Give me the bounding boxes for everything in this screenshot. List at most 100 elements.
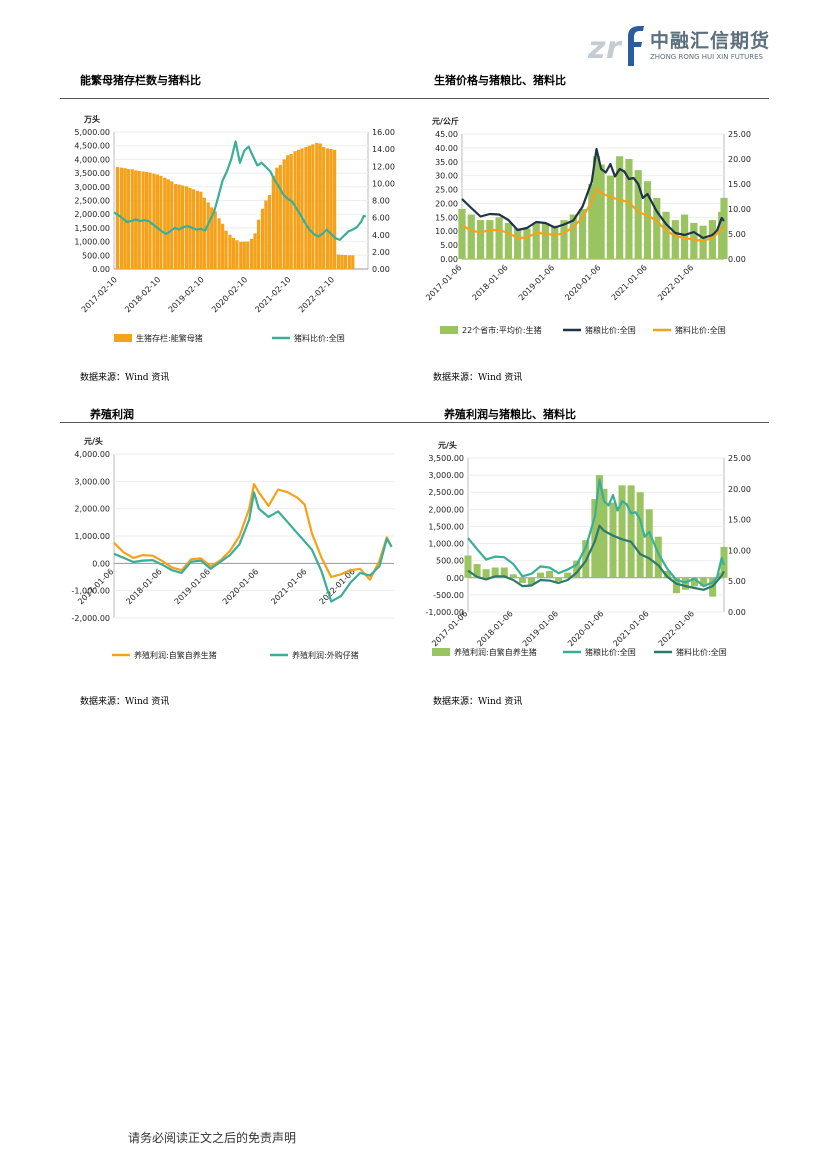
bar-0 (347, 255, 351, 269)
bar-0 (166, 179, 170, 269)
footer-disclaimer: 请务必阅读正文之后的免责声明 (128, 1131, 297, 1145)
zrf-logo-icon: z r (588, 26, 644, 66)
bar-0 (264, 200, 268, 269)
y-tick-label-right: 8.00 (372, 197, 390, 206)
bar-0 (672, 577, 680, 594)
x-tick-label: 2021-01-06 (611, 609, 650, 648)
y-tick-label-left: 20.00 (435, 199, 458, 208)
y-tick-label-left: 1,500.00 (74, 224, 110, 233)
bar-0 (228, 234, 232, 269)
bar-0 (296, 149, 301, 269)
y-tick-label-left: -2,000.00 (71, 614, 110, 623)
chart-breeding-profit: 4,000.00 3,000.00 2,000.00 1,000.00 0.00 -1,0… (71, 436, 394, 660)
bar-0 (592, 156, 601, 259)
bar-0 (253, 233, 257, 269)
bar-0 (304, 147, 308, 269)
bar-0 (536, 572, 545, 578)
y-tick-label-left: 5.00 (440, 241, 458, 250)
y-tick-label-right: 15.00 (728, 180, 751, 189)
svg-text:z: z (588, 31, 606, 66)
bar-0 (184, 186, 189, 269)
bar-0 (625, 159, 633, 259)
source-note-4: 数据来源：Wind 资讯 (433, 697, 523, 707)
bar-0 (177, 184, 181, 269)
bar-0 (115, 167, 120, 269)
bar-0 (325, 148, 330, 269)
bar-0 (555, 577, 563, 582)
source-note-3: 数据来源：Wind 资讯 (80, 697, 170, 707)
y-tick-label-left: 25.00 (435, 186, 458, 195)
x-tick-label: 2019-01-06 (521, 609, 560, 648)
legend-swatch-0 (114, 334, 132, 342)
bar-0 (663, 570, 671, 578)
section-title-profit-ratios: 养殖利润与猪粮比、猪料比 (444, 408, 576, 421)
y-tick-label-left: 10.00 (435, 227, 458, 236)
bar-0 (514, 228, 522, 259)
bar-0 (246, 241, 250, 269)
source-note-1: 数据来源：Wind 资讯 (80, 373, 170, 383)
y-tick-label-left: 2,500.00 (428, 488, 464, 497)
y-tick-label-left: 30.00 (435, 172, 458, 181)
y-tick-label-left: 0.00 (92, 559, 110, 568)
y-tick-label-left: 3,000.00 (74, 183, 110, 192)
bar-0 (152, 173, 156, 269)
bar-0 (202, 197, 206, 269)
y-axis-unit: 元/头 (84, 436, 103, 446)
series-line-2 (461, 187, 725, 243)
legend-label-1: 猪粮比价:全国 (585, 325, 636, 335)
bar-0 (311, 144, 315, 269)
bar-0 (300, 148, 304, 269)
bar-0 (170, 181, 174, 269)
bar-0 (560, 220, 568, 259)
bar-0 (634, 170, 642, 259)
y-tick-label-right: 0.00 (728, 255, 746, 264)
bar-0 (597, 164, 605, 259)
bar-0 (662, 211, 670, 259)
chart-profit-ratios: 3,500.00 3,000.00 2,500.00 2,000.00 1,500.00… (425, 440, 750, 657)
legend-label-0: 养殖利润:自繁自养生猪 (454, 647, 537, 657)
bar-0 (199, 191, 203, 269)
bar-0 (606, 175, 614, 259)
series-line-1 (461, 147, 725, 240)
y-tick-label-right: 0.00 (372, 265, 390, 274)
x-tick-label: 2020-01-06 (563, 263, 602, 302)
y-tick-label-left: 1,500.00 (428, 522, 464, 531)
bar-0 (271, 175, 275, 269)
bar-0 (307, 145, 312, 269)
bar-0 (720, 197, 728, 259)
bar-0 (643, 181, 652, 259)
y-tick-label-left: 500.00 (436, 557, 464, 566)
bar-0 (509, 574, 517, 578)
bar-0 (573, 560, 581, 578)
x-tick-label: 2019-01-06 (517, 263, 556, 302)
bar-0 (329, 148, 333, 269)
bar-0 (500, 567, 508, 578)
y-tick-label-left: 3,500.00 (74, 169, 110, 178)
bar-0 (618, 485, 626, 578)
bar-0 (609, 502, 617, 578)
bar-0 (318, 143, 322, 269)
x-tick-label: 2020-01-06 (221, 567, 260, 606)
bar-0 (691, 577, 699, 587)
bar-0 (217, 218, 221, 269)
bar-0 (286, 155, 290, 269)
y-tick-label-left: 4,500.00 (74, 142, 110, 151)
bar-0 (600, 488, 608, 578)
y-tick-label-left: 0.00 (440, 255, 458, 264)
x-tick-label: 2017-01-06 (424, 263, 463, 302)
x-tick-label: 2020-01-06 (566, 609, 605, 648)
bar-0 (242, 241, 246, 269)
series-line-0 (113, 482, 393, 581)
source-note-2: 数据来源：Wind 资讯 (433, 373, 523, 383)
bar-0 (210, 207, 214, 269)
bar-0 (532, 222, 540, 259)
bar-0 (174, 184, 178, 269)
legend-label-0: 22个省市:平均价:生猪 (462, 325, 542, 335)
bar-0 (260, 208, 265, 269)
bar-0 (315, 142, 319, 269)
bar-0 (690, 222, 698, 259)
legend-label-2: 猪料比价:全国 (675, 325, 726, 335)
legend-label-1: 养殖利润:外购仔猪 (292, 650, 359, 660)
bar-0 (569, 214, 577, 259)
legend-swatch-0 (440, 326, 458, 334)
